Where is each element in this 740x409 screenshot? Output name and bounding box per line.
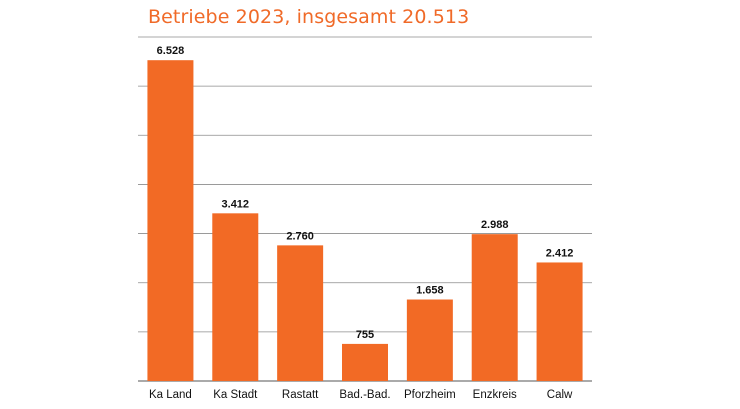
value-labels: 6.528 3.412 2.760 755 1.658 2.988 2.412 [157,45,574,341]
bar-3 [342,343,388,381]
value-label: 2.988 [481,219,509,231]
x-tick-label: Bad.-Bad. [339,389,390,401]
chart-title: Betriebe 2023, insgesamt 20.513 [148,6,470,28]
x-tick-label: Enzkreis [473,389,517,401]
x-tick-label: Pforzheim [404,389,456,401]
bar-6 [536,262,583,381]
bar-1 [212,213,259,381]
bar-0 [147,60,194,381]
value-label: 6.528 [157,45,185,57]
bars [147,60,583,381]
bar-5 [471,234,518,381]
x-tick-label: Calw [547,389,573,401]
x-tick-labels: Ka Land Ka Stadt Rastatt Bad.-Bad. Pforzheim… [149,389,573,401]
value-label: 1.658 [416,285,444,297]
x-tick-label: Ka Land [149,389,192,401]
value-label: 2.412 [546,247,574,259]
bar-4 [406,299,453,381]
value-label: 3.412 [222,198,250,210]
x-tick-label: Ka Stadt [213,389,258,401]
x-tick-label: Rastatt [282,389,319,401]
value-label: 2.760 [286,230,314,242]
bar-2 [277,245,324,381]
value-label: 755 [356,329,374,341]
